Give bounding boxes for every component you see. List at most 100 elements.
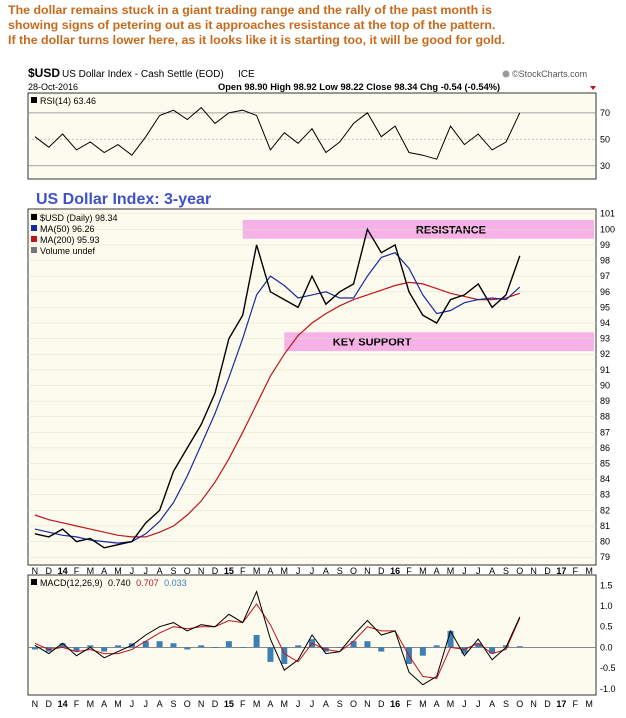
macd-xtick-label: O — [516, 699, 523, 709]
macd-xtick-label: 15 — [224, 699, 234, 709]
price-xtick-label: O — [184, 566, 191, 576]
price-legend-swatch — [31, 214, 37, 220]
price-xtick-label: F — [240, 566, 246, 576]
macd-xtick-label: D — [544, 699, 551, 709]
header-symbol: $USD — [28, 66, 60, 80]
price-ytick-label: 87 — [600, 427, 610, 437]
macd-histogram-bar — [184, 647, 191, 650]
price-ytick-label: 94 — [600, 318, 610, 328]
macd-xtick-label: 16 — [390, 699, 400, 709]
macd-histogram-bar — [433, 645, 440, 648]
price-xtick-label: S — [337, 566, 343, 576]
price-xtick-label: 17 — [556, 566, 566, 576]
price-ytick-label: 88 — [600, 412, 610, 422]
macd-line — [34, 590, 521, 686]
price-ytick-label: 98 — [600, 256, 610, 266]
price-xtick-label: O — [350, 566, 357, 576]
price-xtick-label: D — [378, 566, 385, 576]
down-arrow-icon — [590, 86, 596, 90]
macd-xtick-label: N — [32, 699, 39, 709]
headline-line-2: showing signs of petering out as it appr… — [8, 18, 496, 32]
price-xtick-label: N — [530, 566, 537, 576]
headline: The dollar remains stuck in a giant trad… — [8, 3, 618, 48]
header-date: 28-Oct-2016 — [28, 82, 78, 92]
macd-xtick-label: S — [337, 699, 343, 709]
macd-ytick-label: 1.5 — [600, 580, 613, 590]
header-watermark: ©StockCharts.com — [512, 69, 587, 79]
macd-histogram-bar — [156, 641, 163, 648]
rsi-ytick-label: 70 — [600, 108, 610, 118]
price-ytick-label: 83 — [600, 490, 610, 500]
rsi-panel — [27, 92, 597, 180]
macd-histogram-bar — [295, 645, 302, 648]
macd-xtick-label: A — [489, 699, 495, 709]
macd-legend: MACD(12,26,9) 0.740 0.707 0.033 — [40, 578, 187, 588]
headline-line-1: The dollar remains stuck in a giant trad… — [8, 3, 493, 17]
macd-legend-swatch — [31, 579, 37, 585]
macd-xtick-label: 14 — [58, 699, 68, 709]
macd-xtick-label: A — [267, 699, 273, 709]
price-ytick-label: 91 — [600, 365, 610, 375]
price-xtick-label: F — [572, 566, 578, 576]
macd-histogram-bar — [350, 641, 357, 648]
price-xtick-label: A — [489, 566, 495, 576]
macd-histogram-bar — [170, 643, 177, 648]
macd-xtick-label: J — [130, 699, 135, 709]
macd-xtick-label: F — [240, 699, 246, 709]
price-xtick-label: 16 — [390, 566, 400, 576]
price-xtick-label: J — [296, 566, 301, 576]
rsi-line — [34, 106, 521, 160]
ma50-legend-swatch — [31, 225, 37, 231]
price-ytick-label: 99 — [600, 240, 610, 250]
macd-xtick-label: S — [170, 699, 176, 709]
macd-histogram-bar — [142, 641, 149, 648]
macd-histogram-bar — [364, 641, 371, 648]
macd-histogram-bar — [59, 643, 66, 648]
macd-signal-line — [34, 603, 521, 679]
macd-ytick-label: 1.0 — [600, 601, 613, 611]
price-xtick-label: 14 — [58, 566, 68, 576]
price-ytick-label: 100 — [600, 224, 615, 234]
stockcharts-logo-icon — [502, 70, 510, 78]
price-xtick-label: A — [434, 566, 440, 576]
price-xtick-label: A — [267, 566, 273, 576]
macd-histogram-bar — [101, 647, 108, 652]
price-ytick-label: 90 — [600, 380, 610, 390]
macd-xtick-label: S — [503, 699, 509, 709]
key-support-label: KEY SUPPORT — [333, 337, 412, 349]
macd-xtick-label: D — [46, 699, 53, 709]
volume-legend-swatch — [31, 247, 37, 253]
macd-histogram-bar — [212, 647, 219, 649]
macd-xtick-label: N — [198, 699, 205, 709]
rsi-ytick-label: 30 — [600, 161, 610, 171]
macd-xtick-label: A — [434, 699, 440, 709]
macd-xtick-label: N — [530, 699, 537, 709]
macd-xtick-label: M — [114, 699, 122, 709]
resistance-label: RESISTANCE — [416, 224, 486, 236]
price-xtick-label: S — [503, 566, 509, 576]
ma50-line — [34, 252, 521, 544]
price-line — [34, 227, 521, 549]
macd-xtick-label: F — [74, 699, 80, 709]
macd-histogram-bar — [447, 630, 454, 648]
price-ytick-label: 96 — [600, 287, 610, 297]
macd-xtick-label: M — [87, 699, 95, 709]
price-panel — [27, 208, 597, 566]
macd-histogram-bar — [281, 647, 288, 664]
price-xtick-label: F — [74, 566, 80, 576]
price-xtick-label: N — [198, 566, 205, 576]
header-name: US Dollar Index - Cash Settle (EOD) — [62, 69, 224, 80]
price-xtick-label: 15 — [224, 566, 234, 576]
macd-hist-value: 0.033 — [164, 578, 187, 588]
price-xtick-label: M — [585, 566, 593, 576]
macd-histogram-bar — [392, 647, 399, 649]
price-xtick-label: M — [87, 566, 95, 576]
price-xtick-label: D — [46, 566, 53, 576]
macd-histogram-bar — [73, 647, 80, 652]
price-ytick-label: 101 — [600, 209, 615, 219]
headline-line-3: If the dollar turns lower here, as it lo… — [8, 33, 506, 47]
price-xtick-label: M — [447, 566, 455, 576]
macd-xtick-label: M — [281, 699, 289, 709]
macd-xtick-label: M — [253, 699, 261, 709]
price-ytick-label: 97 — [600, 271, 610, 281]
